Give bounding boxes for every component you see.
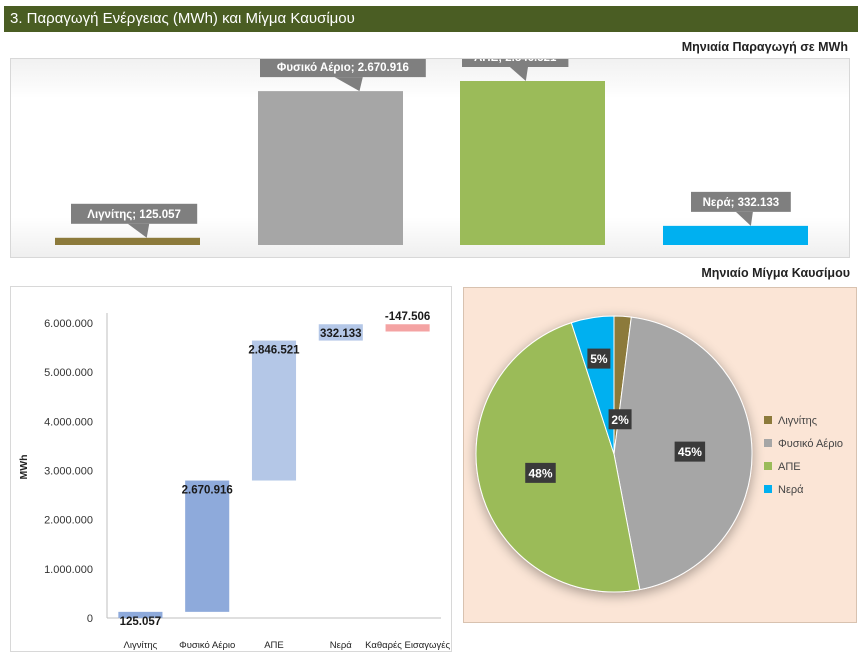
bar-item-3 [663, 225, 808, 245]
bar-label-box [691, 191, 791, 212]
pie-label-box [608, 409, 632, 430]
pie-value-label: 2% [611, 413, 629, 427]
legend-swatch-item-3 [764, 485, 772, 493]
waterfall-y-tick-label: 0 [87, 613, 93, 625]
bar-label-box [260, 57, 426, 78]
bar-item-1 [258, 91, 403, 245]
bar-value-label: Φυσικό Αέριο; 2.670.916 [277, 62, 409, 74]
legend-label-item-0: Λιγνίτης [778, 415, 817, 427]
waterfall-x-tick-label: ΑΠΕ [264, 640, 284, 651]
pie-label-item-0: 2% [608, 409, 632, 430]
pie-chart-panel: 2% 45% 48% 5% Λιγνίτης Φυσικό Αέριο ΑΠΕ Νερά [463, 287, 857, 623]
pie-label-box [674, 441, 706, 462]
waterfall-bar-item-4 [385, 324, 430, 332]
waterfall-x-tick-label: Νερά [330, 640, 352, 651]
bar-label-pointer [509, 67, 528, 81]
waterfall-y-tick-label: 6.000.000 [44, 318, 93, 330]
bar-label-item-0: Λιγνίτης; 125.057 [71, 203, 198, 238]
pie-label-item-3: 5% [587, 348, 611, 369]
waterfall-chart: 0 1.000.000 2.000.000 3.000.000 4.000.000 5.0… [18, 311, 450, 651]
legend-label-item-3: Νερά [778, 484, 804, 496]
section-header: 3. Παραγωγή Ενέργειας (MWh) και Μίγμα Κα… [4, 6, 858, 32]
waterfall-y-tick-label: 2.000.000 [44, 515, 93, 527]
waterfall-bar-item-0 [118, 611, 163, 618]
waterfall-value-label: 2.846.521 [248, 345, 300, 357]
waterfall-chart-panel: 0 1.000.000 2.000.000 3.000.000 4.000.000 5.0… [10, 286, 452, 652]
bar-label-item-3: Νερά; 332.133 [691, 191, 791, 226]
pie-label-item-2: 48% [525, 462, 556, 483]
waterfall-y-tick-label: 1.000.000 [44, 564, 93, 576]
waterfall-x-tick-label: Λιγνίτης [124, 640, 158, 651]
waterfall-y-tick-label: 3.000.000 [44, 466, 93, 478]
bar-value-label: ΑΠΕ; 2.846.521 [474, 59, 557, 64]
pie-slice-item-2 [475, 322, 641, 593]
pie-value-label: 48% [528, 466, 552, 480]
waterfall-value-label: 125.057 [120, 616, 162, 628]
waterfall-bar-item-3 [318, 324, 363, 341]
pie-value-label: 45% [678, 445, 702, 459]
bar-chart-title: Μηνιαία Παραγωγή σε MWh [681, 40, 848, 54]
pie-label-box [587, 348, 611, 369]
legend-swatch-item-0 [764, 416, 772, 424]
bar-value-label: Λιγνίτης; 125.057 [87, 209, 181, 221]
waterfall-y-axis-title: MWh [18, 454, 30, 479]
waterfall-value-label: -147.506 [385, 311, 430, 323]
pie-label-box [525, 462, 556, 483]
bar-label-pointer [127, 223, 150, 238]
waterfall-x-tick-label: Καθαρές Εισαγωγές [365, 640, 450, 651]
pie-label-item-1: 45% [674, 441, 706, 462]
legend-swatch-item-1 [764, 439, 772, 447]
bar-label-item-1: Φυσικό Αέριο; 2.670.916 [260, 57, 426, 92]
legend-swatch-item-2 [764, 462, 772, 470]
legend-label-item-2: ΑΠΕ [778, 461, 801, 473]
bar-label-box [71, 203, 198, 224]
section-title: 3. Παραγωγή Ενέργειας (MWh) και Μίγμα Κα… [10, 10, 355, 27]
legend-label-item-1: Φυσικό Αέριο [778, 438, 843, 450]
waterfall-bar-item-1 [185, 480, 230, 612]
waterfall-bar-item-2 [251, 340, 297, 481]
waterfall-x-tick-label: Φυσικό Αέριο [179, 640, 235, 651]
mix-chart-title: Μηνιαίο Μίγμα Καυσίμου [701, 266, 850, 280]
bar-item-0 [55, 237, 200, 245]
bar-chart-panel: Λιγνίτης; 125.057 Φυσικό Αέριο; 2.670.916… [10, 47, 850, 258]
bar-value-label: Νερά; 332.133 [703, 197, 780, 209]
waterfall-value-label: 332.133 [320, 328, 362, 340]
pie-slices [475, 315, 753, 593]
production-bar-chart: Λιγνίτης; 125.057 Φυσικό Αέριο; 2.670.916… [55, 47, 808, 245]
fuel-mix-pie-chart: 2% 45% 48% 5% Λιγνίτης Φυσικό Αέριο ΑΠΕ Νερά [475, 315, 843, 593]
pie-value-label: 5% [590, 352, 608, 366]
waterfall-value-label: 2.670.916 [182, 485, 233, 497]
waterfall-y-tick-label: 5.000.000 [44, 367, 93, 379]
bar-label-item-2: ΑΠΕ; 2.846.521 [462, 47, 569, 81]
bar-label-pointer [334, 77, 363, 92]
bar-item-2 [460, 81, 605, 245]
waterfall-y-tick-label: 4.000.000 [44, 416, 93, 428]
bar-label-pointer [735, 211, 753, 226]
